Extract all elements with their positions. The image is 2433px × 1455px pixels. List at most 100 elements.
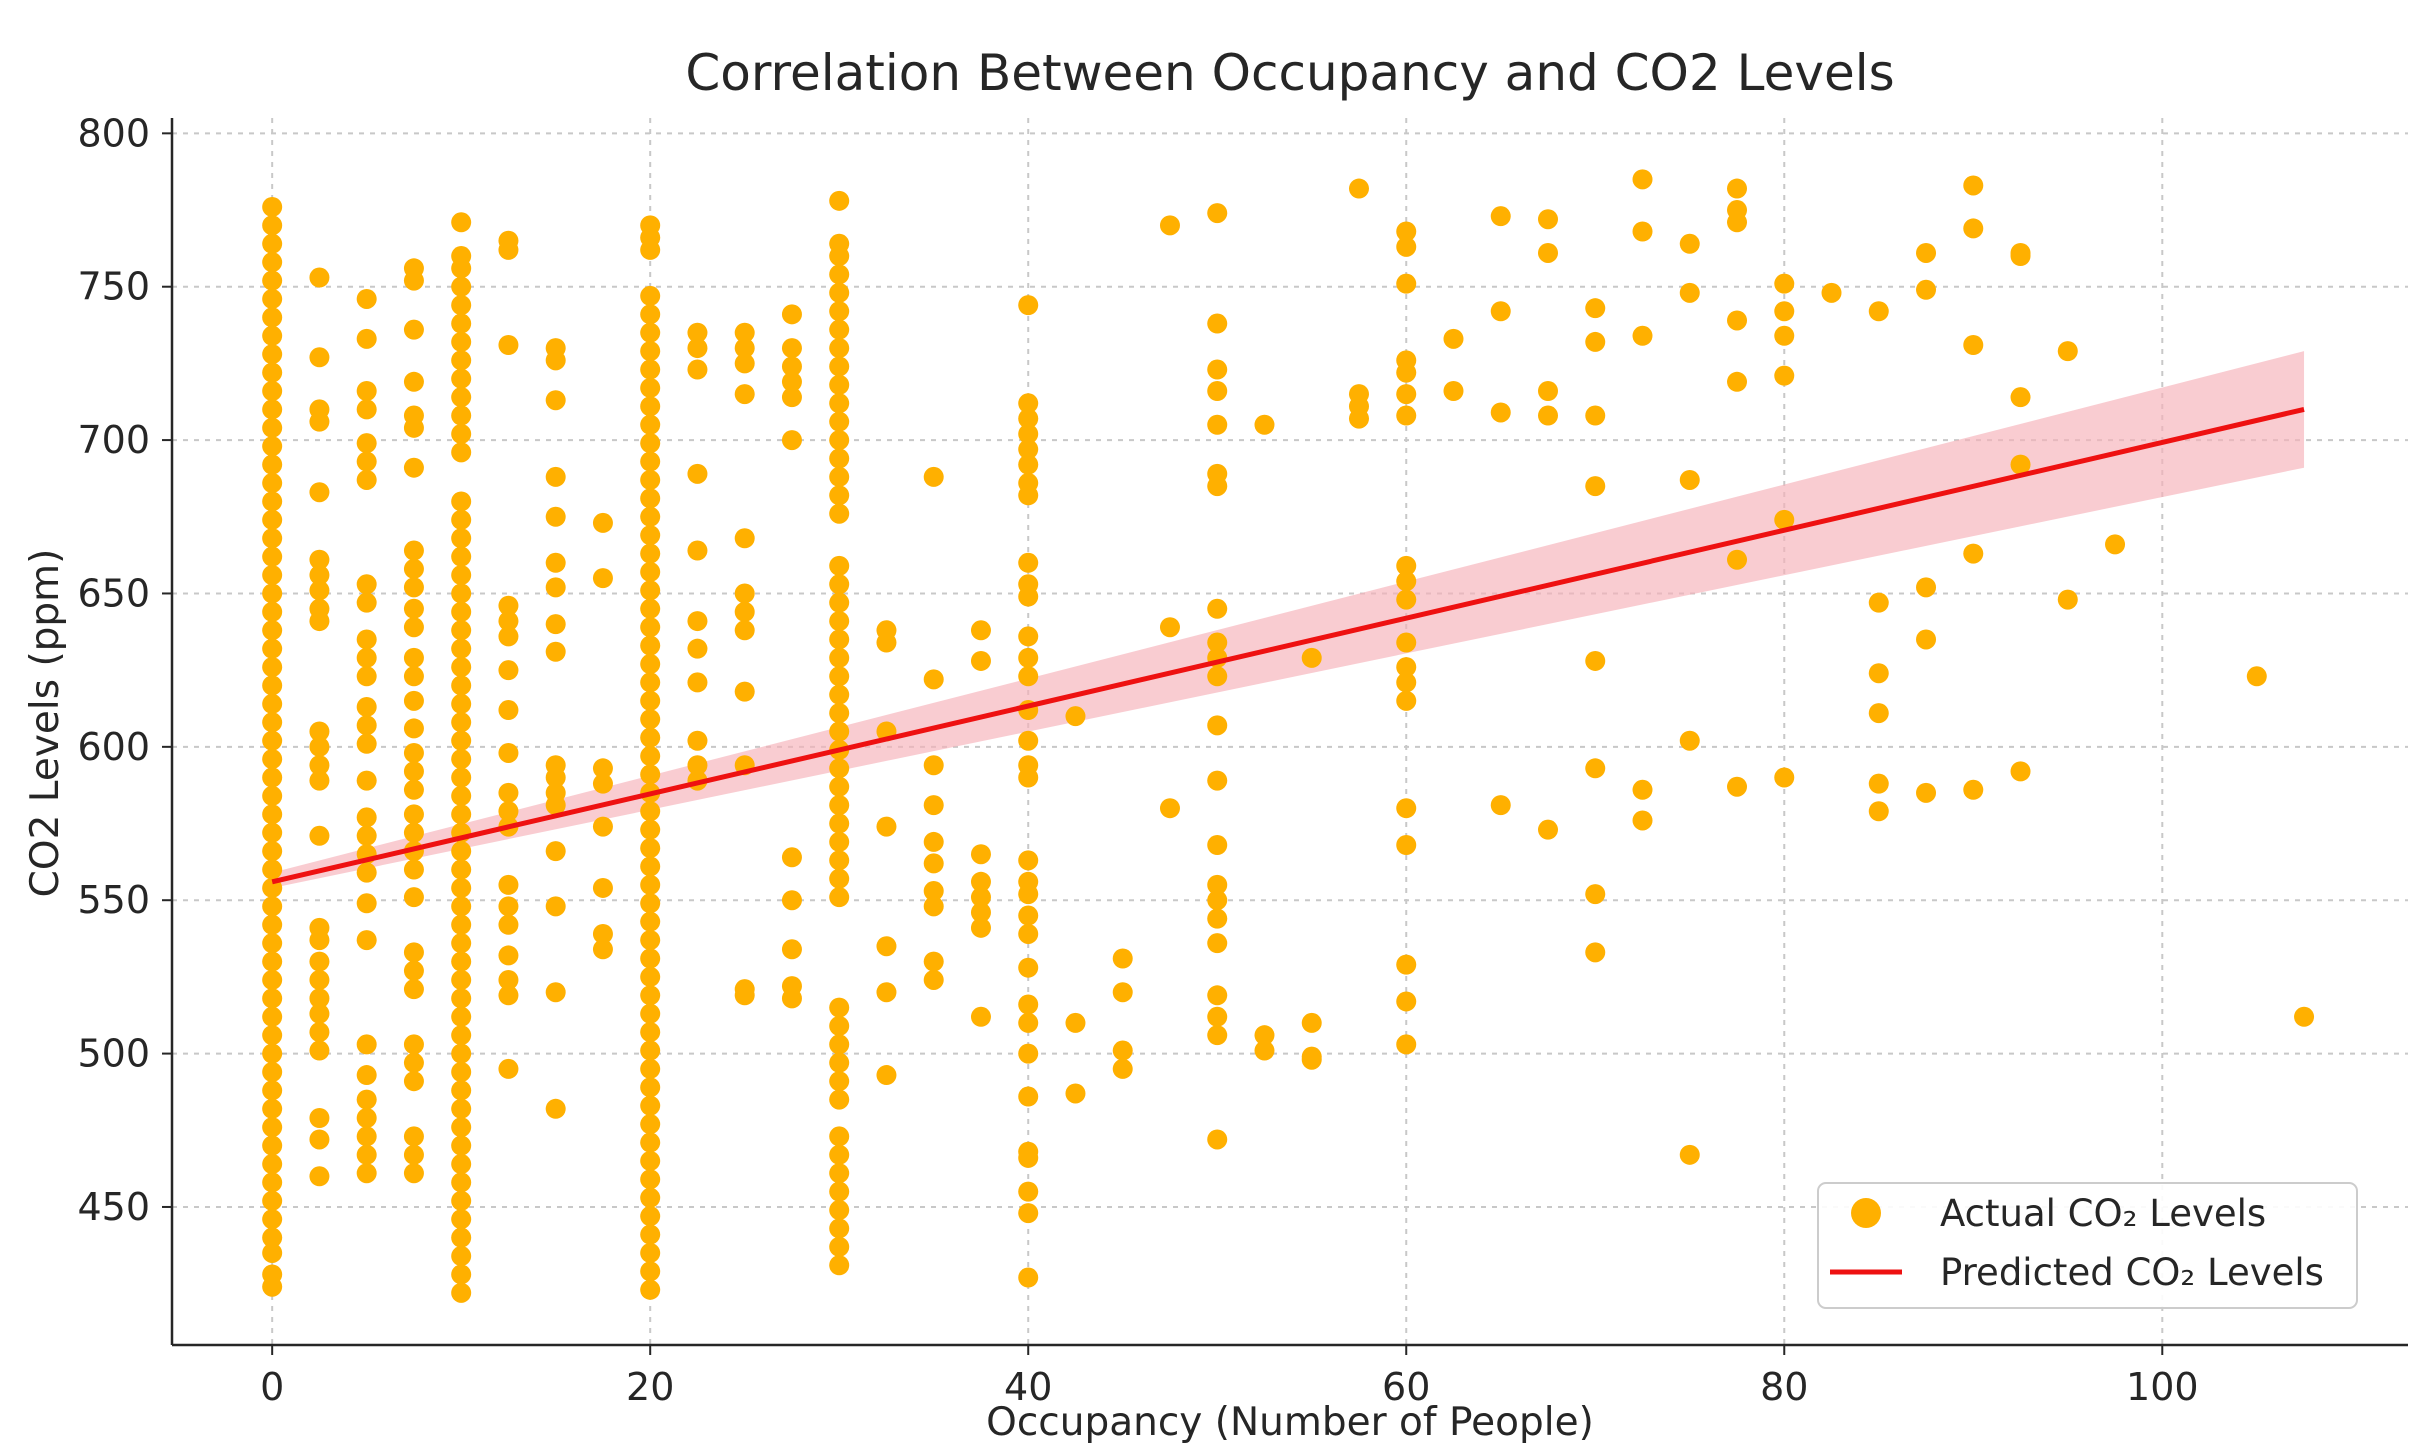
data-point [640,819,661,840]
data-point [1301,647,1322,668]
data-point [309,1040,330,1061]
data-point [356,381,377,402]
data-point [829,997,850,1018]
data-point [451,675,472,696]
data-point [640,930,661,951]
data-point [970,844,991,865]
data-point [1018,1043,1039,1064]
legend-marker-actual [1851,1198,1881,1228]
data-point [451,331,472,352]
data-point [1396,798,1417,819]
data-point [640,1187,661,1208]
y-tick-label: 750 [77,265,150,309]
data-point [829,485,850,506]
data-point [262,896,283,917]
data-point [356,1144,377,1165]
data-point [734,681,755,702]
data-point [970,871,991,892]
data-point [640,709,661,730]
data-point [1727,549,1748,570]
data-point [403,859,424,880]
data-point [1018,1141,1039,1162]
data-point [451,212,472,233]
data-point [1207,666,1228,687]
data-point [1207,834,1228,855]
data-point [451,804,472,825]
data-point [309,611,330,632]
data-point [309,988,330,1009]
data-point [403,1034,424,1055]
data-point [1727,212,1748,233]
data-point [829,411,850,432]
data-point [262,399,283,420]
data-point [640,746,661,767]
data-point [1018,1203,1039,1224]
data-point [356,469,377,490]
data-point [451,712,472,733]
data-point [1774,365,1795,386]
data-point [356,451,377,472]
data-point [687,755,708,776]
data-point [781,371,802,392]
data-point [829,1015,850,1036]
data-point [970,650,991,671]
data-point [1112,1058,1133,1079]
data-point [451,914,472,935]
data-point [1963,779,1984,800]
data-point [734,985,755,1006]
data-point [451,313,472,334]
data-point [829,887,850,908]
data-point [640,1132,661,1153]
data-point [498,595,519,616]
data-point [1207,770,1228,791]
data-point [1916,577,1937,598]
data-point [640,341,661,362]
y-tick-label: 650 [77,571,150,615]
y-tick-label: 800 [77,111,150,155]
data-point [1159,798,1180,819]
data-point [1207,598,1228,619]
x-tick-label: 20 [626,1365,674,1409]
data-point [498,700,519,721]
data-point [829,301,850,322]
data-point [2294,1006,2315,1027]
data-point [640,635,661,656]
data-point [356,666,377,687]
data-point [640,1040,661,1061]
data-point [1018,905,1039,926]
data-point [1254,414,1275,435]
data-point [356,328,377,349]
data-point [781,338,802,359]
data-point [451,601,472,622]
data-point [1868,703,1889,724]
data-point [451,638,472,659]
data-point [1396,555,1417,576]
data-point [262,675,283,696]
data-point [640,377,661,398]
data-point [451,1246,472,1267]
data-point [1679,282,1700,303]
data-point [545,552,566,573]
data-point [309,825,330,846]
data-point [451,1227,472,1248]
data-point [829,282,850,303]
data-point [451,246,472,267]
data-point [640,451,661,472]
data-point [829,647,850,668]
data-point [640,1022,661,1043]
data-point [640,414,661,435]
data-point [1065,1083,1086,1104]
data-point [1538,209,1558,230]
data-point [2010,761,2031,782]
data-point [309,1166,330,1187]
data-point [403,577,424,598]
data-point [1348,178,1369,199]
data-point [1538,381,1558,402]
data-point [1018,1181,1039,1202]
data-point [262,767,283,788]
data-point [829,666,850,687]
data-point [1065,706,1086,727]
data-point [734,528,755,549]
data-point [451,1080,472,1101]
